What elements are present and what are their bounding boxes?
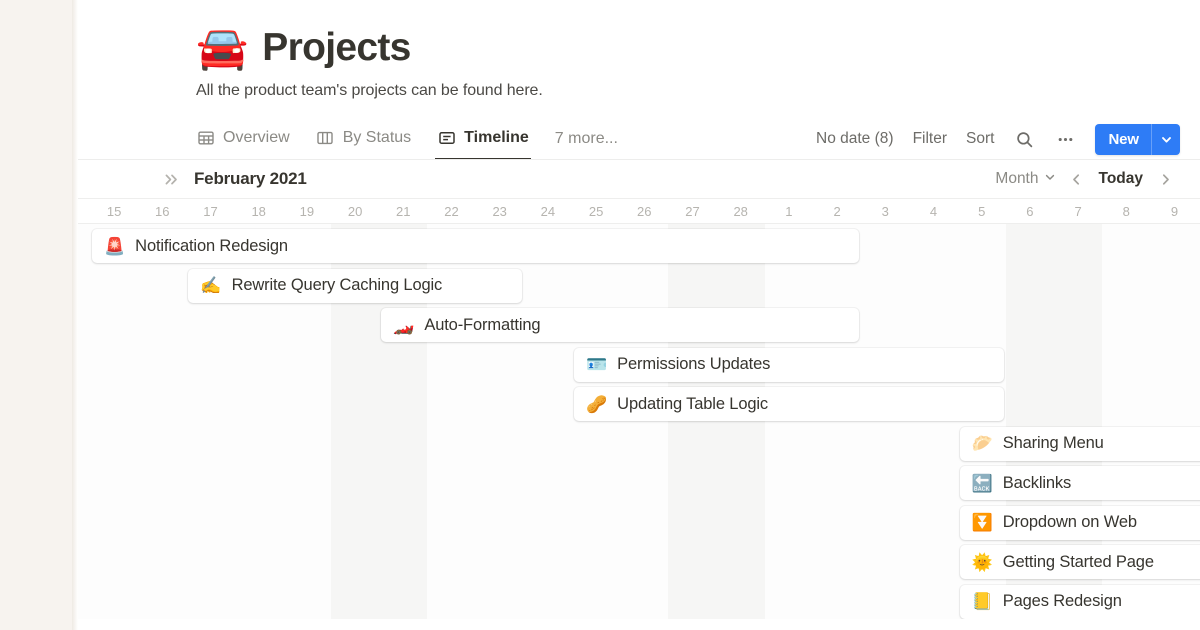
double-chevron-right-icon[interactable]: [160, 168, 182, 190]
timeline-bar[interactable]: 🔙 Backlinks: [959, 466, 1200, 500]
timeline-bar[interactable]: 🏎️ Auto-Formatting: [381, 308, 860, 342]
timeline-month-label: February 2021: [194, 169, 307, 188]
timeline-bar[interactable]: 🚨 Notification Redesign: [92, 229, 860, 263]
no-date-button[interactable]: No date (8): [816, 130, 894, 147]
timeline-bar-title: Updating Table Logic: [617, 394, 768, 413]
back-arrow-emoji: 🔙: [971, 473, 993, 493]
racing-car-emoji: 🏎️: [393, 315, 415, 335]
date-cell: 16: [155, 204, 170, 219]
search-icon[interactable]: [1013, 128, 1035, 150]
timeline-unit-select[interactable]: Month: [989, 167, 1061, 191]
date-cell: 6: [1026, 204, 1034, 219]
date-cell: 27: [685, 204, 700, 219]
today-button[interactable]: Today: [1098, 170, 1144, 187]
car-emoji[interactable]: 🚘: [196, 24, 249, 71]
timeline-bar-title: Pages Redesign: [1002, 592, 1122, 610]
sidebar-divider: [72, 0, 78, 630]
chevron-down-icon: [1044, 170, 1056, 188]
siren-emoji: 🚨: [104, 236, 126, 256]
weekend-column: [668, 224, 717, 619]
tab-overview-label: Overview: [223, 129, 290, 146]
date-cell: 15: [106, 204, 122, 219]
table-icon: [196, 129, 215, 148]
toolbar-actions: No date (8) Filter Sort New: [816, 123, 1180, 155]
sun-face-emoji: 🌞: [971, 552, 993, 572]
timeline-unit-label: Month: [995, 170, 1039, 187]
date-cell: 22: [444, 204, 459, 219]
chevron-down-icon[interactable]: [1152, 124, 1180, 155]
timeline-bar[interactable]: 🪪 Permissions Updates: [574, 347, 1004, 382]
id-card-emoji: 🪪: [586, 355, 608, 374]
page-header: 🚘 Projects All the product team's projec…: [78, 0, 1200, 100]
tab-overview[interactable]: Overview: [196, 118, 290, 160]
down-arrow-emoji: ⏬: [971, 513, 993, 532]
sidebar-rail: [0, 0, 78, 630]
timeline-bar-title: Dropdown on Web: [1002, 513, 1137, 531]
timeline-icon: [437, 129, 456, 148]
notebook-emoji: 📒: [971, 592, 993, 611]
date-cell: 8: [1122, 204, 1130, 219]
view-toolbar: Overview By Status: [78, 118, 1200, 160]
tab-timeline-label: Timeline: [464, 129, 529, 146]
timeline-bar[interactable]: 🥟 Sharing Menu: [959, 426, 1200, 461]
date-cell: 5: [978, 204, 986, 219]
filter-button[interactable]: Filter: [912, 130, 948, 147]
new-button-divider: [1151, 123, 1152, 155]
timeline-bar-title: Rewrite Query Caching Logic: [231, 276, 443, 294]
ellipsis-icon[interactable]: [1054, 128, 1076, 150]
date-cell: 21: [396, 204, 411, 219]
date-cell: 28: [733, 204, 748, 219]
date-cell: 26: [637, 204, 652, 219]
chevron-right-icon[interactable]: [1152, 166, 1178, 192]
timeline-bar[interactable]: ⏬ Dropdown on Web: [959, 505, 1200, 540]
timeline-bar-title: Sharing Menu: [1002, 434, 1104, 452]
tab-timeline[interactable]: Timeline: [435, 118, 531, 160]
date-cell: 18: [251, 204, 266, 219]
date-cell: 24: [540, 204, 556, 219]
weekend-column: [716, 224, 765, 619]
page-subtitle: All the product team's projects can be f…: [196, 82, 543, 99]
date-cell: 20: [347, 204, 363, 219]
date-cell: 7: [1074, 204, 1082, 219]
timeline-header: February 2021 Month Today: [78, 160, 1200, 198]
timeline-controls: Month Today: [989, 166, 1178, 192]
sort-button[interactable]: Sort: [966, 130, 995, 147]
date-cell: 2: [833, 204, 841, 219]
view-tabs: Overview By Status: [196, 118, 618, 160]
more-views-button[interactable]: 7 more...: [554, 130, 618, 147]
new-button[interactable]: New: [1095, 123, 1180, 155]
peanuts-emoji: 🥜: [586, 394, 608, 414]
timeline-bar-title: Auto-Formatting: [424, 315, 541, 334]
timeline-date-ruler: 15 16 17 18 19 20 21 22 23 24 25 26 27 28 1 2 3 4 5 6 7 8 9: [78, 198, 1200, 224]
tab-by-status-label: By Status: [342, 129, 412, 146]
timeline-bar-title: Backlinks: [1002, 473, 1072, 492]
date-cell: 23: [492, 204, 507, 219]
timeline-bar-title: Permissions Updates: [617, 355, 771, 373]
timeline-bar-title: Notification Redesign: [135, 236, 288, 255]
date-cell: 4: [929, 204, 938, 219]
chevron-left-icon[interactable]: [1064, 166, 1090, 192]
date-cell: 3: [881, 204, 889, 219]
writing-hand-emoji: ✍️: [200, 276, 222, 295]
title-row: 🚘 Projects: [196, 26, 1200, 70]
date-cell: 1: [785, 204, 793, 219]
page-title[interactable]: Projects: [262, 26, 411, 69]
page-content: 🚘 Projects All the product team's projec…: [78, 0, 1200, 630]
date-cell: 9: [1170, 204, 1179, 219]
timeline-grid[interactable]: 🚨 Notification Redesign ✍️ Rewrite Query Ca…: [78, 224, 1200, 619]
date-cell: 19: [299, 204, 315, 219]
tab-by-status[interactable]: By Status: [316, 118, 411, 160]
date-cell: 25: [588, 204, 604, 219]
dumpling-emoji: 🥟: [971, 434, 993, 453]
timeline-bar[interactable]: 🌞 Getting Started Page: [959, 545, 1200, 579]
timeline-bar[interactable]: 🥜 Updating Table Logic: [574, 387, 1004, 421]
new-button-label: New: [1108, 130, 1139, 148]
timeline-bar-title: Getting Started Page: [1002, 552, 1154, 571]
date-cell: 17: [203, 204, 218, 219]
timeline-bar[interactable]: ✍️ Rewrite Query Caching Logic: [188, 268, 522, 303]
timeline-bar[interactable]: 📒 Pages Redesign: [959, 584, 1200, 619]
board-icon: [316, 129, 335, 148]
